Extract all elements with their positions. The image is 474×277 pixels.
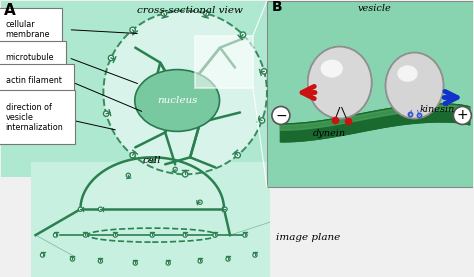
Circle shape xyxy=(150,157,155,161)
Circle shape xyxy=(130,27,135,33)
Circle shape xyxy=(54,233,58,237)
Circle shape xyxy=(198,200,202,204)
Ellipse shape xyxy=(308,47,372,119)
Circle shape xyxy=(130,152,135,158)
Ellipse shape xyxy=(308,47,372,119)
Circle shape xyxy=(253,253,257,257)
Circle shape xyxy=(262,69,267,74)
Circle shape xyxy=(98,207,102,211)
Circle shape xyxy=(98,259,102,263)
Text: direction of
vesicle
internalization: direction of vesicle internalization xyxy=(6,102,64,132)
Circle shape xyxy=(454,106,471,124)
Circle shape xyxy=(78,207,82,211)
Circle shape xyxy=(103,11,267,174)
Text: actin filament: actin filament xyxy=(6,76,62,85)
Ellipse shape xyxy=(385,53,443,119)
Text: image plane: image plane xyxy=(276,233,340,242)
FancyBboxPatch shape xyxy=(0,1,300,177)
Text: A: A xyxy=(4,3,15,18)
FancyBboxPatch shape xyxy=(31,162,270,277)
Text: cell: cell xyxy=(143,156,162,165)
Circle shape xyxy=(240,32,246,37)
Ellipse shape xyxy=(320,60,343,78)
Ellipse shape xyxy=(385,53,443,119)
Text: vesicle: vesicle xyxy=(358,4,392,13)
Circle shape xyxy=(204,11,209,16)
Circle shape xyxy=(126,173,130,177)
Text: +: + xyxy=(456,109,468,122)
Circle shape xyxy=(113,233,118,237)
Circle shape xyxy=(166,261,170,265)
Text: kinesin: kinesin xyxy=(419,106,455,114)
Circle shape xyxy=(161,11,167,16)
Text: nucleus: nucleus xyxy=(157,96,197,105)
Circle shape xyxy=(182,171,188,177)
Circle shape xyxy=(243,233,247,237)
Text: B: B xyxy=(272,0,283,14)
Circle shape xyxy=(109,55,114,61)
Circle shape xyxy=(226,257,230,261)
Circle shape xyxy=(183,233,187,237)
Circle shape xyxy=(133,261,137,265)
Circle shape xyxy=(150,233,155,237)
Text: microtubule: microtubule xyxy=(6,53,54,62)
Ellipse shape xyxy=(135,70,219,131)
Circle shape xyxy=(70,257,74,261)
Circle shape xyxy=(213,233,217,237)
Circle shape xyxy=(235,152,240,158)
Circle shape xyxy=(173,167,177,171)
FancyBboxPatch shape xyxy=(195,36,253,88)
Circle shape xyxy=(83,233,88,237)
Text: cross-sectional view: cross-sectional view xyxy=(137,6,243,15)
Text: dynein: dynein xyxy=(313,129,346,138)
Ellipse shape xyxy=(397,65,418,82)
Circle shape xyxy=(223,207,227,211)
Text: −: − xyxy=(275,109,287,122)
Circle shape xyxy=(272,106,290,124)
Polygon shape xyxy=(36,222,270,257)
Circle shape xyxy=(259,118,264,123)
Circle shape xyxy=(40,253,45,257)
FancyBboxPatch shape xyxy=(267,1,474,187)
Text: cellular
membrane: cellular membrane xyxy=(6,20,50,39)
Circle shape xyxy=(198,259,202,263)
Circle shape xyxy=(103,111,109,116)
